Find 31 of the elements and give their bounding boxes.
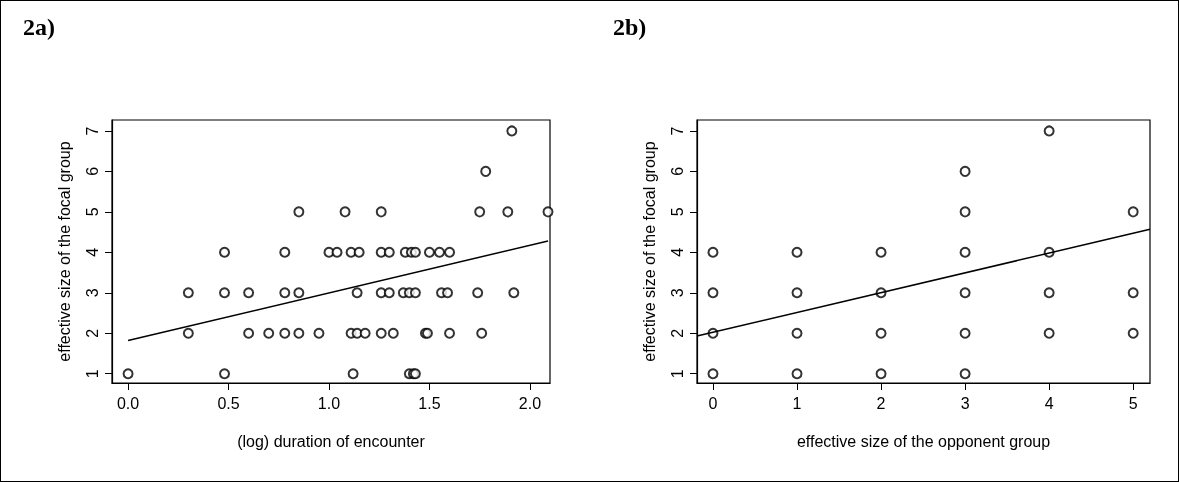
chart-title: 2b) — [613, 14, 647, 40]
x-tick-label: 1 — [792, 394, 802, 412]
y-tick-label: 6 — [668, 166, 686, 176]
y-tick-label: 1 — [668, 369, 686, 379]
y-tick-label: 2 — [668, 328, 686, 338]
x-axis-title: (log) duration of encounter — [237, 432, 426, 450]
y-tick-label: 4 — [668, 247, 686, 257]
x-tick-label: 2 — [876, 394, 886, 412]
x-tick-label: 3 — [960, 394, 970, 412]
chart-title: 2a) — [23, 14, 55, 40]
y-tick-label: 7 — [668, 126, 686, 136]
x-tick-label: 0 — [708, 394, 718, 412]
y-tick-label: 1 — [83, 369, 101, 379]
y-tick-label: 5 — [83, 207, 101, 217]
x-tick-label: 2.0 — [518, 394, 542, 412]
x-tick-label: 1.5 — [418, 394, 441, 412]
x-tick-label: 0.0 — [116, 394, 140, 412]
x-tick-label: 1.0 — [317, 394, 341, 412]
x-tick-label: 0.5 — [217, 394, 240, 412]
y-axis-title: effective size of the focal group — [640, 141, 658, 362]
y-tick-label: 3 — [668, 288, 686, 298]
y-tick-label: 3 — [83, 288, 101, 298]
x-tick-label: 5 — [1128, 394, 1138, 412]
y-tick-label: 7 — [83, 126, 101, 136]
x-tick-label: 4 — [1044, 394, 1054, 412]
y-tick-label: 4 — [83, 247, 101, 257]
y-tick-label: 6 — [83, 166, 101, 176]
y-tick-label: 5 — [668, 207, 686, 217]
x-axis-title: effective size of the opponent group — [796, 432, 1051, 450]
y-axis-title: effective size of the focal group — [55, 141, 73, 362]
y-tick-label: 2 — [83, 328, 101, 338]
